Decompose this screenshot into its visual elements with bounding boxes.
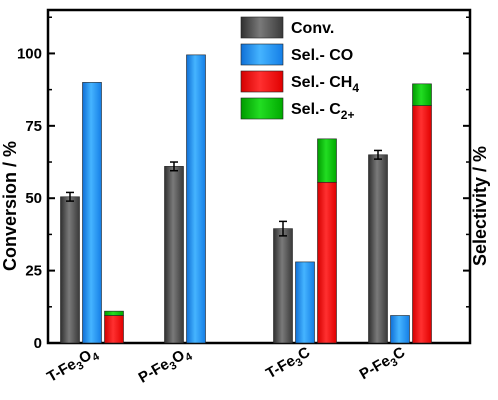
bar-selectivity-ch4: [104, 315, 124, 344]
bar-conversion: [164, 166, 184, 344]
legend-swatch: [240, 16, 284, 39]
y-tick-label: 50: [25, 190, 42, 207]
legend: Conv. Sel.- CO Sel.- CH4 Sel.- C2+: [240, 16, 359, 122]
legend-swatch: [240, 97, 284, 120]
bar-conversion: [368, 154, 388, 344]
bar-selectivity-co: [82, 82, 102, 344]
bar-conversion: [273, 228, 293, 344]
legend-swatch: [240, 70, 284, 93]
bar-selectivity-co: [390, 315, 410, 344]
legend-label: Sel.- CO: [291, 47, 353, 64]
x-tick-label: P-Fe3C: [357, 344, 410, 386]
x-tick-label: P-Fe3O4: [136, 343, 196, 389]
bar-selectivity-c2: [317, 138, 337, 183]
y-tick-label: 0: [34, 335, 42, 352]
bar-selectivity-co: [295, 261, 315, 344]
legend-label: Conv.: [291, 20, 334, 37]
bars-group: [60, 54, 432, 344]
bar-selectivity-co: [186, 54, 206, 344]
bar-conversion: [60, 196, 80, 344]
legend-label: Sel.- CH4: [291, 74, 359, 95]
bar-selectivity-c2: [104, 310, 124, 316]
plot-area: [46, 8, 472, 345]
y-tick-label: 75: [25, 118, 42, 135]
legend-label: Sel.- C2+: [291, 101, 354, 122]
y-axis-title-left: Conversion / %: [0, 141, 20, 271]
bar-selectivity-ch4: [317, 181, 337, 344]
y-tick-label: 100: [17, 45, 42, 62]
x-tick-label: T-Fe3C: [263, 344, 315, 385]
x-tick-label: T-Fe3O4: [44, 343, 102, 388]
y-tick-label: 25: [25, 263, 42, 280]
y-axis-title-right: Selectivity / %: [470, 146, 490, 266]
legend-swatch: [240, 43, 284, 66]
bar-selectivity-c2: [412, 83, 432, 106]
plot-border: [46, 8, 472, 345]
bar-selectivity-ch4: [412, 105, 432, 344]
